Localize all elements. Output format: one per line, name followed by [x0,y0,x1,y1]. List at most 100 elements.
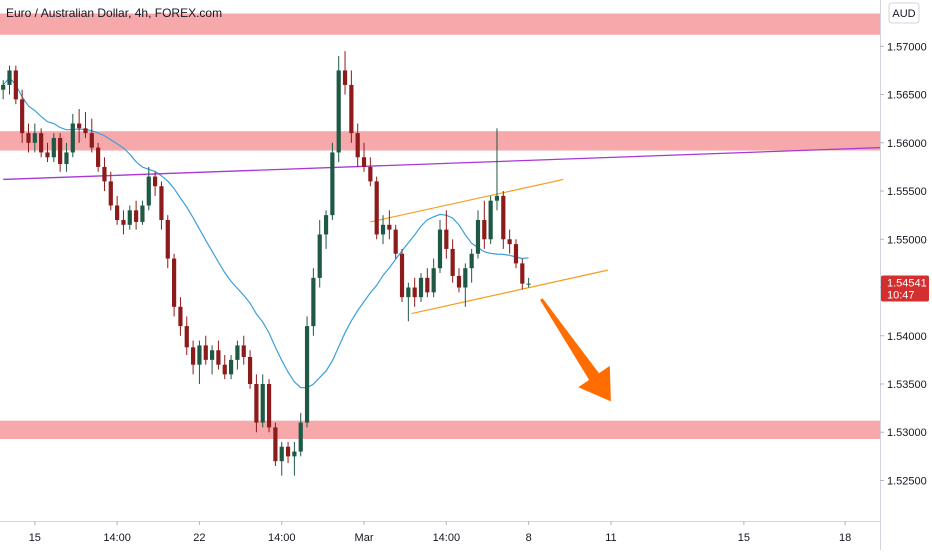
chart-title: Euro / Australian Dollar, 4h, FOREX.com [6,6,222,20]
candle-body [70,123,75,153]
candle [456,268,462,293]
candle [336,55,341,163]
candle-body [279,446,284,462]
candle [127,205,132,230]
candle [393,224,398,259]
zone-2 [0,420,880,439]
candle-body [507,239,512,245]
candle-body [89,133,94,148]
candle [178,297,183,336]
candle [355,123,360,167]
candle [463,263,468,307]
candle [83,111,88,138]
candle [197,340,202,384]
price-tick-label: 1.54000 [887,331,927,343]
candle-body [247,356,253,384]
candle [77,109,82,143]
candle [349,70,354,143]
candle-body [336,70,341,153]
candle-body [222,364,227,375]
candle-body [197,345,202,365]
last-price-label: 1.54541 [887,278,927,290]
candle [368,157,373,187]
candle-body [102,166,107,182]
candle [26,123,31,153]
currency-label: AUD [892,8,915,20]
candle-body [115,205,120,220]
time-tick-label: 22 [193,532,205,544]
candle [501,191,506,249]
candle-body [304,326,310,423]
candle-body [7,70,12,85]
candle [323,210,329,249]
candle-body [412,287,417,298]
channel-line-0 [370,178,564,223]
candle [108,171,113,211]
candle-body [520,263,525,284]
candle [507,229,512,254]
candle-body [241,345,246,357]
ma-layer [2,76,529,389]
time-axis[interactable]: 15 14:00 22 14:00 Mar 14:00 8 11 15 18 [29,521,852,544]
price-axis[interactable]: 1.57000 1.56500 1.56000 1.55500 1.55000 1.545… [880,41,927,487]
candle-body [342,70,348,85]
currency-button[interactable]: AUD [888,2,920,24]
candle [115,195,120,225]
candle [20,89,25,143]
candle [361,142,367,172]
candle [228,355,234,380]
price-tick-label: 1.53000 [887,427,927,439]
price-tick-label: 1.52500 [887,475,927,487]
candle [64,142,69,172]
candle [431,258,436,298]
candle-body [399,253,405,298]
candle [209,345,215,375]
candle [96,142,101,172]
candle [482,200,487,249]
candle [102,157,107,192]
candle [437,219,443,274]
zone-1 [0,131,880,151]
time-tick-label: Mar [355,532,374,544]
candle [475,210,481,259]
candle [146,166,151,211]
candle-body [437,229,443,269]
candle [311,268,316,336]
candle-body [121,219,126,225]
candle [254,374,259,433]
candle-body [387,224,392,230]
candle [51,133,56,163]
forecast-arrow [540,298,611,402]
candle-body [228,359,234,375]
candle [260,374,265,428]
time-tick-label: 14:00 [433,532,461,544]
zone-0 [0,13,880,35]
candle-body [26,133,31,143]
price-tick-label: 1.55500 [887,186,927,198]
candle [7,65,12,95]
candle-body [159,186,164,220]
candle [425,268,430,298]
candle [13,65,18,105]
time-tick-label: 15 [29,532,41,544]
candle [406,282,411,322]
candle-body [260,383,265,423]
candle [32,123,37,153]
candle [412,277,417,307]
candle-body [178,306,183,327]
price-tick-label: 1.53500 [887,379,927,391]
candle-body [406,287,411,298]
candle-body [146,176,151,206]
candle [374,176,379,240]
candle-body [475,219,481,254]
candle [380,215,386,245]
candle [153,171,158,196]
time-tick-label: 11 [605,532,616,544]
candle-body [482,219,487,240]
candle [140,200,145,225]
candle-body [355,133,360,158]
time-tick-label: 8 [526,532,532,544]
